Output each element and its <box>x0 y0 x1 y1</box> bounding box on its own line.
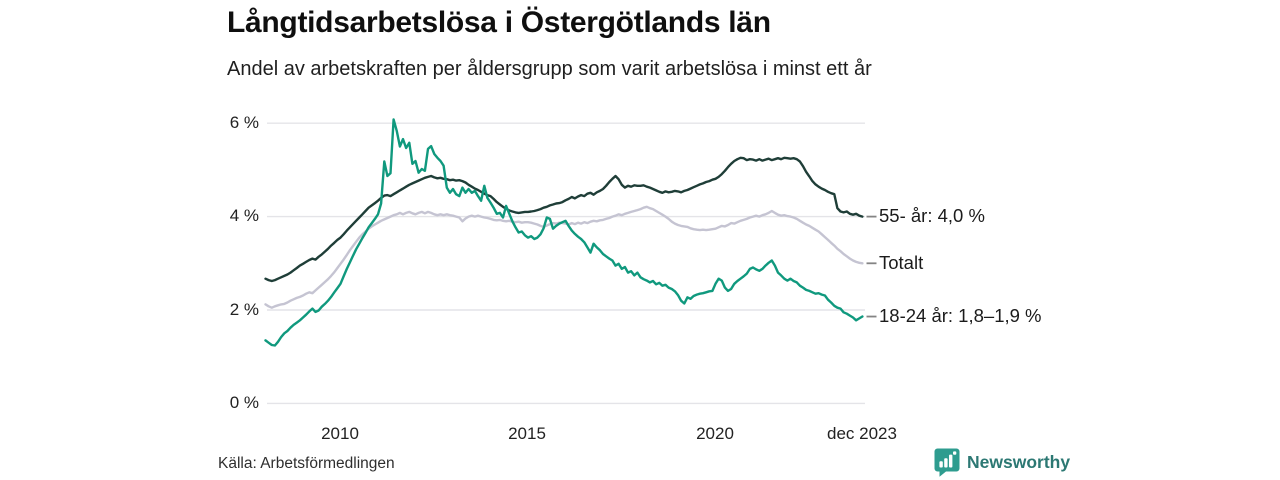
series-end-label-18-24: 18-24 år: 1,8–1,9 % <box>879 305 1042 327</box>
y-axis-tick-label: 2 % <box>229 300 259 319</box>
series-end-label-totalt: Totalt <box>879 251 924 273</box>
y-axis-tick-label: 6 % <box>229 113 259 132</box>
source-note: Källa: Arbetsförmedlingen <box>218 455 395 472</box>
series-end-label-55: 55- år: 4,0 % <box>879 205 985 227</box>
x-axis-tick-label: 2010 <box>321 424 359 443</box>
bar-chart-badge-icon <box>934 448 960 477</box>
series-line-18-24-r <box>264 118 864 347</box>
page-title: Långtidsarbetslösa i Östergötlands län <box>227 6 771 39</box>
x-axis-tick-label: 2020 <box>696 424 734 443</box>
chart-subtitle: Andel av arbetskraften per åldersgrupp s… <box>227 58 872 80</box>
brand-name: Newsworthy <box>967 452 1071 472</box>
x-axis-tick-label: 2015 <box>508 424 546 443</box>
x-axis-tick-label: dec 2023 <box>827 424 897 443</box>
brand-logo: Newsworthy <box>934 448 1070 477</box>
series-line-55-r <box>264 156 864 283</box>
y-axis-tick-label: 0 % <box>229 393 259 412</box>
y-axis-tick-label: 4 % <box>229 206 259 225</box>
